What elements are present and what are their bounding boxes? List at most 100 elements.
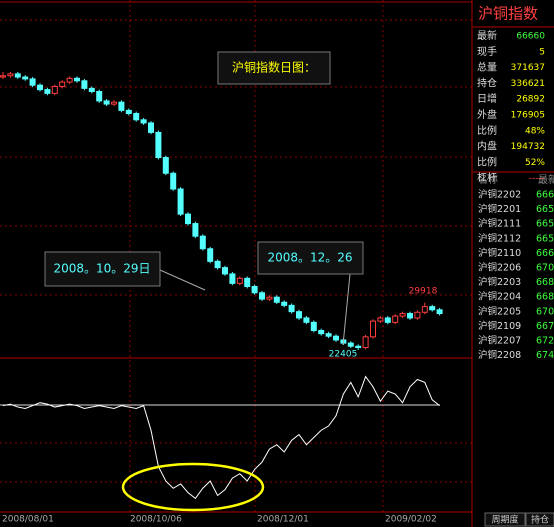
contract-price[interactable]: 6747 [536,350,554,361]
low-label: 22405 [329,350,358,360]
tab[interactable] [525,512,554,527]
contract-price[interactable]: 6661 [536,248,554,259]
candle-body [88,87,95,92]
candle-body [333,335,339,341]
field-value: 194732 [511,142,545,152]
candle-body [266,296,273,300]
contract-name[interactable]: 沪铜2112 [478,232,521,244]
candle-body [259,292,265,300]
candle-body [347,342,354,347]
candle-body [59,81,66,87]
field-value: 5 [539,47,545,57]
candle-body [51,85,58,94]
contract-name[interactable]: 沪铜2109 [478,320,521,332]
chart-title: 沪铜指数日图： [232,60,316,75]
contract-price[interactable]: 6658 [536,233,554,244]
contract-price[interactable]: 6724 [536,336,554,347]
contract-price[interactable]: 6700 [536,306,554,317]
candle-body [0,75,6,78]
field-value: ----- [529,174,545,184]
high-label: 29918 [409,287,438,297]
field-label: 日增 [477,92,497,105]
list-header: 最新 [538,173,554,186]
candle-body [177,188,184,215]
contract-price[interactable]: 6679 [536,321,554,332]
contract-name[interactable]: 沪铜2206 [478,262,521,274]
contract-price[interactable]: 6682 [536,277,554,288]
field-value: 66660 [516,32,545,42]
contract-name[interactable]: 沪铜2110 [478,247,521,259]
field-value: 48% [525,126,545,136]
tab-label[interactable]: 周期度 [491,514,518,526]
candle-body [436,309,443,315]
candle-body [37,84,43,91]
candle-body [377,317,384,322]
contract-price[interactable]: 6708 [536,263,554,274]
candle-body [310,321,317,332]
field-label: 总量 [477,61,497,74]
candle-body [66,77,73,83]
contract-name[interactable]: 沪铜2207 [478,335,521,347]
field-label: 比例 [477,124,497,137]
candle-body [273,296,280,303]
candle-body [384,317,391,323]
candle-body [407,313,413,319]
x-label: 2008/12/01 [257,515,309,525]
contract-price[interactable]: 6688 [536,292,554,303]
candle-body [118,101,125,111]
candle-body [251,285,258,294]
field-value: 371637 [511,63,545,73]
candle-body [207,248,214,262]
candle-body [133,113,140,121]
contract-price[interactable]: 6665 [536,190,554,201]
candle-body [29,78,36,86]
candle-body [170,172,177,190]
contract-name[interactable]: 沪铜2204 [478,291,521,303]
candle-body [414,311,421,319]
contract-name[interactable]: 沪铜2111 [478,218,521,230]
candle-body [44,89,51,94]
candle-body [229,273,236,284]
candle-body [421,306,428,313]
field-label: 外盘 [477,108,497,121]
candle-body [74,77,80,82]
candle-body [7,73,14,77]
candle-body [199,235,206,250]
tab-label[interactable]: 持仓 [531,514,549,526]
candle-body [281,301,288,306]
contract-price[interactable]: 6659 [536,204,554,215]
candle-body [370,320,376,338]
candle-body [103,100,110,105]
candle-body [429,306,436,311]
candle-body [81,80,88,89]
field-value: 336621 [511,79,545,89]
candle-body [192,223,199,237]
quote-title: 沪铜指数 [478,5,538,23]
candle-body [214,260,221,269]
candle-body [288,304,295,313]
contract-name[interactable]: 沪铜2203 [478,276,521,288]
candle-body [96,90,103,102]
annotation: 2008。12。26 [267,251,352,265]
field-label: 现手 [477,45,497,58]
candle-body [125,109,132,115]
x-label: 2009/02/02 [385,515,437,525]
candle-body [244,277,251,287]
field-label: 比例 [477,155,497,168]
tab[interactable] [484,512,526,527]
field-value: 176905 [511,111,545,121]
contract-name[interactable]: 沪铜2205 [478,305,521,317]
contract-name[interactable]: 沪铜2202 [478,189,521,201]
candle-body [296,311,302,319]
candle-body [399,313,406,317]
candle-body [392,315,399,323]
contract-name[interactable]: 沪铜2201 [478,203,521,215]
x-label: 2008/08/01 [2,515,54,525]
indicator-line [2,375,440,500]
candle-body [185,213,191,225]
candle-body [14,73,21,78]
contract-name[interactable]: 沪铜2208 [478,349,521,361]
contract-price[interactable]: 6655 [536,219,554,230]
field-value: 52% [525,158,545,168]
candle-body [22,76,29,80]
